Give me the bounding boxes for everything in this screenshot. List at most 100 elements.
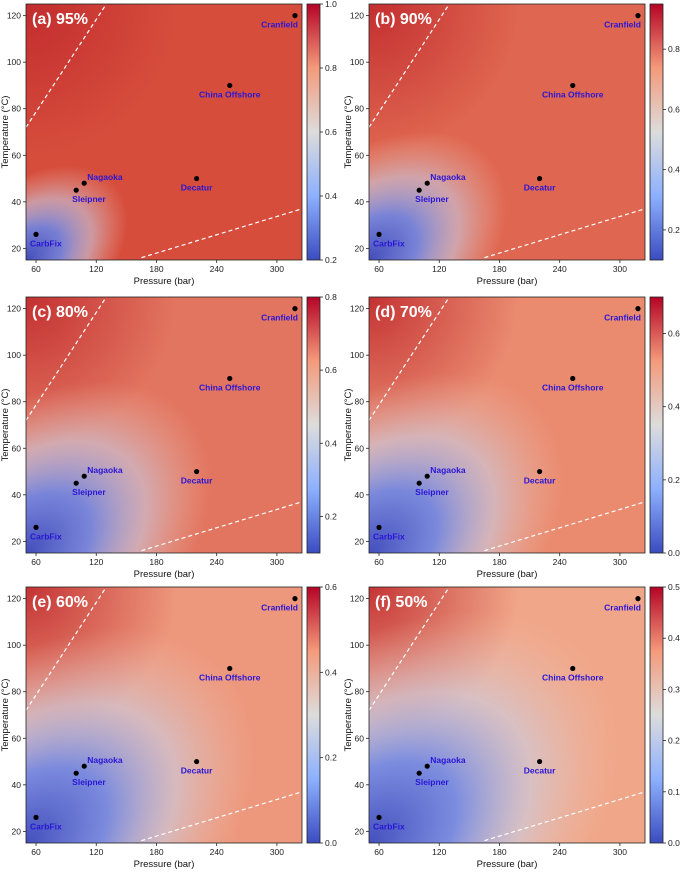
x-tick-label: 60 bbox=[31, 847, 41, 857]
site-marker-cranfield bbox=[292, 306, 298, 312]
colorbar bbox=[649, 3, 664, 261]
y-axis-label: Temperature (°C) bbox=[0, 679, 11, 752]
colorbar-tick-label: 0.4 bbox=[325, 438, 337, 448]
site-marker-nagaoka bbox=[81, 763, 87, 769]
colorbar-tick-label: 0.0 bbox=[668, 838, 680, 848]
site-marker-china-offshore bbox=[227, 82, 233, 89]
site-label-china-offshore: China Offshore bbox=[542, 672, 604, 682]
site-label-sleipner: Sleipner bbox=[415, 194, 449, 204]
site-label-china-offshore: China Offshore bbox=[199, 89, 261, 99]
site-marker-china-offshore bbox=[570, 665, 576, 672]
colorbar-tick-label: 0.2 bbox=[668, 225, 680, 235]
panel-a: 60 120 180 240 300 20 40 60 80 100 120 Pressure (ba… bbox=[0, 0, 342, 291]
panel-title: (a) 95% bbox=[32, 11, 88, 28]
x-tick-label: 60 bbox=[31, 264, 41, 274]
site-marker-carbfix bbox=[376, 231, 382, 237]
site-marker-china-offshore bbox=[570, 82, 576, 89]
site-label-nagaoka: Nagaoka bbox=[430, 755, 466, 765]
site-marker-cranfield bbox=[635, 596, 641, 602]
colorbar-tick-label: 0.8 bbox=[325, 63, 337, 73]
site-label-cranfield: Cranfield bbox=[604, 20, 641, 30]
y-tick-label: 80 bbox=[355, 104, 365, 114]
colorbar-tick-label: 0.8 bbox=[668, 44, 680, 54]
site-marker-cranfield bbox=[292, 13, 298, 19]
panel-b: 60 120 180 240 300 20 40 60 80 100 120 Pressure (ba… bbox=[343, 0, 685, 291]
panel-title: (b) 90% bbox=[375, 11, 432, 28]
site-marker-nagaoka bbox=[81, 473, 87, 479]
site-label-sleipner: Sleipner bbox=[72, 194, 106, 204]
y-tick-label: 40 bbox=[12, 197, 22, 207]
site-marker-sleipner bbox=[416, 770, 422, 776]
heatmap-blue-zone bbox=[26, 297, 302, 553]
y-tick-label: 120 bbox=[7, 304, 21, 314]
heatmap-blue-zone bbox=[369, 587, 645, 843]
heatmap-blue-zone bbox=[26, 587, 302, 843]
y-tick-label: 20 bbox=[355, 243, 365, 253]
x-tick-label: 240 bbox=[210, 847, 224, 857]
site-marker-decatur bbox=[194, 758, 200, 765]
x-tick-label: 240 bbox=[210, 264, 224, 274]
boundary-line-1 bbox=[369, 297, 450, 421]
site-marker-china-offshore bbox=[227, 665, 233, 672]
x-tick-label: 300 bbox=[613, 847, 627, 857]
site-label-sleipner: Sleipner bbox=[415, 777, 449, 787]
site-marker-cranfield bbox=[635, 13, 641, 19]
x-tick-label: 60 bbox=[374, 847, 384, 857]
site-label-decatur: Decatur bbox=[181, 766, 213, 776]
y-axis-label: Temperature (°C) bbox=[0, 389, 11, 462]
site-label-nagaoka: Nagaoka bbox=[87, 755, 123, 765]
x-tick-label: 180 bbox=[149, 847, 163, 857]
y-tick-label: 80 bbox=[355, 397, 365, 407]
heatmap bbox=[369, 4, 645, 260]
heatmap bbox=[26, 4, 302, 260]
chart-d: 60 120 180 240 300 20 40 60 80 100 120 Pressure (ba… bbox=[343, 296, 680, 580]
y-axis-label: Temperature (°C) bbox=[0, 96, 11, 169]
x-tick-label: 60 bbox=[374, 264, 384, 274]
y-tick-label: 60 bbox=[355, 150, 365, 160]
site-marker-cranfield bbox=[292, 596, 298, 602]
y-tick-label: 40 bbox=[355, 490, 365, 500]
site-marker-decatur bbox=[194, 175, 200, 182]
y-tick-label: 60 bbox=[355, 443, 365, 453]
panel-c: 60 120 180 240 300 20 40 60 80 100 120 Pressure (ba… bbox=[0, 292, 342, 584]
site-marker-carbfix bbox=[376, 814, 382, 820]
y-tick-label: 100 bbox=[350, 350, 364, 360]
site-label-carbfix: CarbFix bbox=[373, 238, 405, 248]
y-tick-label: 60 bbox=[12, 150, 22, 160]
colorbar-tick-label: 1.0 bbox=[325, 0, 337, 9]
site-label-cranfield: Cranfield bbox=[604, 313, 641, 323]
x-tick-label: 120 bbox=[432, 847, 446, 857]
site-marker-decatur bbox=[194, 468, 200, 475]
colorbar-tick-label: 0.2 bbox=[668, 475, 680, 485]
y-tick-label: 20 bbox=[12, 536, 22, 546]
x-tick-label: 180 bbox=[149, 264, 163, 274]
site-label-decatur: Decatur bbox=[181, 183, 213, 193]
x-tick-label: 120 bbox=[432, 264, 446, 274]
colorbar bbox=[306, 586, 321, 844]
site-label-china-offshore: China Offshore bbox=[199, 382, 261, 392]
site-label-cranfield: Cranfield bbox=[604, 603, 641, 613]
site-label-sleipner: Sleipner bbox=[72, 777, 106, 787]
site-marker-decatur bbox=[537, 468, 543, 475]
site-label-china-offshore: China Offshore bbox=[542, 89, 604, 99]
y-tick-label: 20 bbox=[355, 826, 365, 836]
colorbar-tick-label: 0.8 bbox=[325, 292, 337, 302]
x-tick-label: 300 bbox=[270, 557, 284, 567]
y-tick-label: 60 bbox=[12, 443, 22, 453]
site-marker-sleipner bbox=[73, 480, 79, 486]
x-tick-label: 120 bbox=[89, 264, 103, 274]
site-label-cranfield: Cranfield bbox=[261, 313, 298, 323]
x-axis-label: Pressure (bar) bbox=[134, 859, 195, 870]
x-tick-label: 300 bbox=[270, 847, 284, 857]
heatmap bbox=[369, 587, 645, 843]
y-tick-label: 20 bbox=[12, 826, 22, 836]
site-label-decatur: Decatur bbox=[524, 766, 556, 776]
panel-title: (e) 60% bbox=[32, 594, 88, 611]
x-axis-label: Pressure (bar) bbox=[134, 276, 195, 287]
colorbar-tick-label: 0.5 bbox=[668, 582, 680, 592]
y-axis-label: Temperature (°C) bbox=[343, 389, 354, 462]
site-label-carbfix: CarbFix bbox=[373, 821, 405, 831]
plot-frame bbox=[368, 296, 646, 554]
heatmap bbox=[26, 587, 302, 843]
colorbar-tick-label: 0.2 bbox=[325, 753, 337, 763]
